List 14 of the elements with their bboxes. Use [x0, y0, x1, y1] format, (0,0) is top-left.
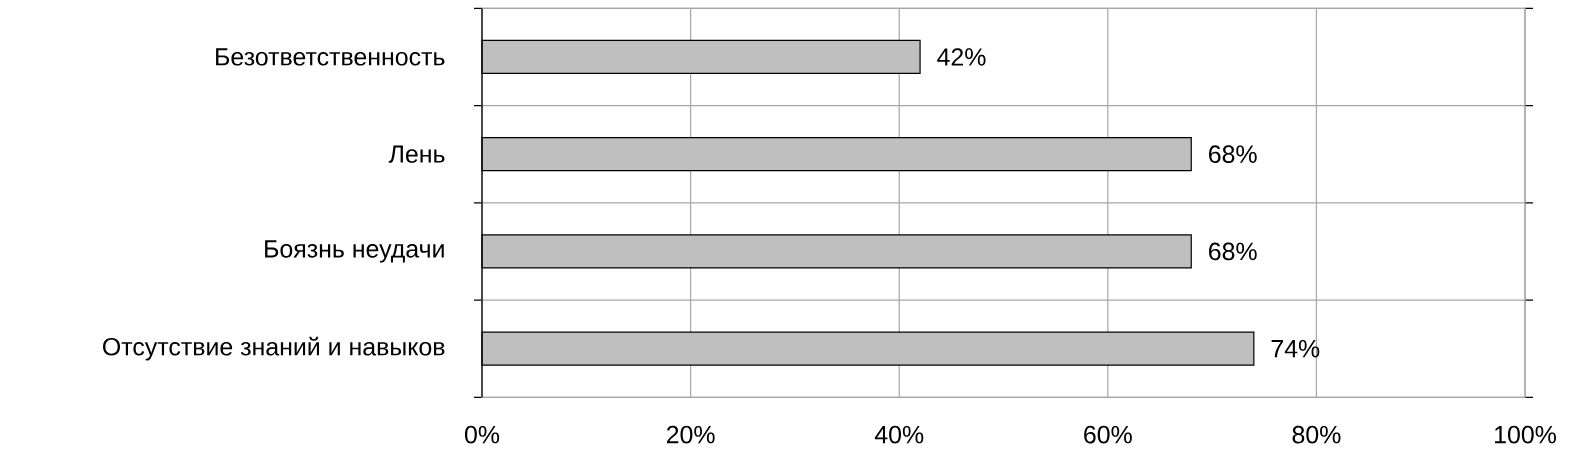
data-label: 42% — [937, 48, 986, 66]
data-label: 68% — [1209, 242, 1257, 261]
x-tick-label: 100% — [1495, 425, 1556, 444]
data-label: 68% — [1209, 145, 1257, 163]
x-tick-label: 80% — [1292, 425, 1341, 444]
x-tick-label: 0% — [464, 425, 500, 444]
x-tick-label: 20% — [666, 425, 715, 444]
y-tick-label: Лень — [388, 145, 445, 163]
x-tick-label: 60% — [1084, 425, 1132, 444]
y-tick-label: Отсутствие знаний и навыков — [103, 336, 445, 361]
y-tick-label: Безответственность — [216, 48, 445, 66]
x-tick-label: 40% — [874, 425, 924, 444]
data-label: 74% — [1271, 339, 1320, 358]
y-tick-label: Боязнь неудачи — [265, 240, 444, 263]
